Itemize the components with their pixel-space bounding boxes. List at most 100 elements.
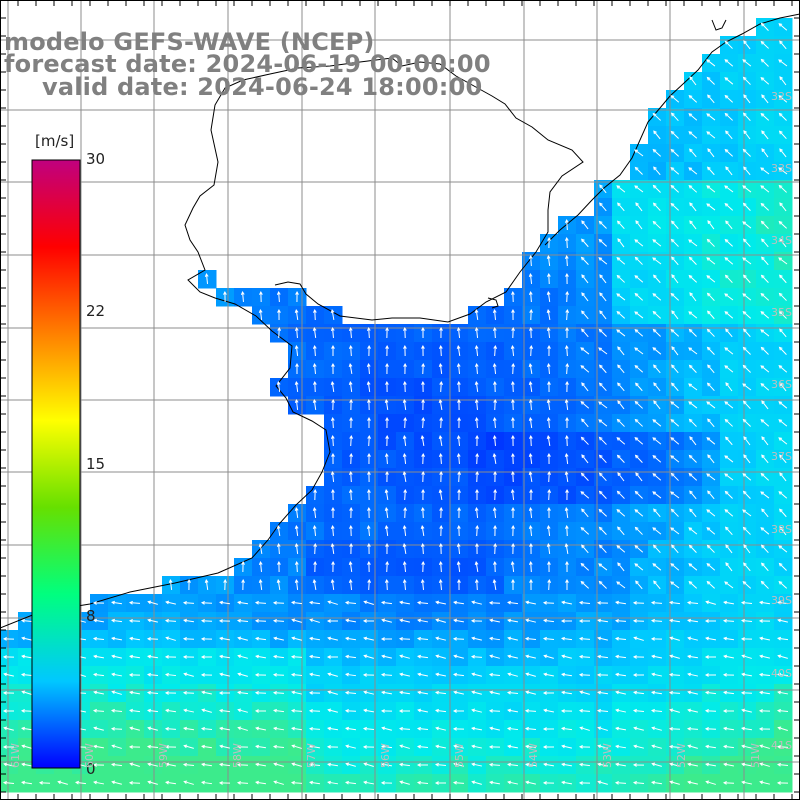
- wind-arrow: [761, 238, 769, 248]
- wind-arrow: [743, 203, 751, 211]
- wind-arrow-head: [456, 345, 461, 350]
- wind-arrow: [548, 489, 550, 501]
- wind-arrow: [724, 347, 734, 355]
- wind-arrow-head: [493, 488, 497, 493]
- wind-arrow: [760, 491, 770, 499]
- wind-arrow-head: [616, 274, 621, 279]
- wind-arrow: [652, 257, 662, 265]
- wind-arrow: [493, 507, 497, 519]
- wind-arrow-head: [724, 40, 729, 45]
- wind-arrow: [579, 656, 591, 658]
- wind-arrow-head: [617, 238, 621, 243]
- wind-arrow-head: [743, 544, 747, 549]
- wind-arrow-head: [565, 326, 569, 331]
- wind-arrow-head: [453, 618, 458, 623]
- wind-arrow-head: [652, 328, 657, 333]
- wind-arrow-head: [384, 489, 389, 494]
- lon-label: 51W: [749, 743, 762, 768]
- wind-arrow-head: [596, 601, 601, 605]
- wind-arrow: [422, 417, 424, 429]
- wind-arrow: [332, 327, 334, 339]
- wind-arrow-head: [111, 618, 116, 623]
- wind-arrow-head: [725, 166, 729, 171]
- wind-arrow: [364, 655, 374, 659]
- wind-arrow: [761, 41, 769, 49]
- wind-arrow: [760, 329, 770, 337]
- wind-arrow-head: [510, 561, 515, 566]
- wind-arrow: [779, 347, 787, 355]
- wind-arrow: [689, 436, 697, 446]
- wind-arrow: [277, 579, 281, 591]
- wind-arrow-head: [689, 202, 693, 207]
- wind-arrow-head: [778, 437, 783, 441]
- wind-arrow-head: [385, 416, 389, 421]
- wind-arrow: [581, 473, 589, 481]
- wind-arrow: [530, 399, 532, 411]
- wind-arrow-head: [398, 636, 403, 641]
- wind-arrow: [670, 401, 680, 409]
- wind-arrow: [183, 619, 195, 623]
- wind-arrow: [599, 472, 607, 482]
- wind-arrow: [547, 525, 551, 537]
- lon-label: 60W: [83, 743, 96, 768]
- wind-arrow-head: [2, 655, 7, 659]
- wind-arrow: [458, 453, 460, 465]
- wind-arrow: [670, 527, 680, 535]
- wind-arrow-head: [707, 148, 711, 153]
- wind-arrow-head: [312, 362, 317, 367]
- wind-arrow-head: [384, 525, 389, 530]
- wind-arrow-head: [367, 542, 371, 547]
- wind-arrow: [562, 655, 572, 659]
- wind-arrow: [598, 637, 608, 641]
- wind-arrow-head: [384, 399, 389, 404]
- wind-arrow-head: [529, 542, 533, 547]
- wind-arrow: [617, 202, 625, 212]
- wind-arrow: [599, 364, 607, 374]
- colorbar-tick-30: 30: [86, 150, 106, 168]
- wind-arrow-head: [634, 347, 639, 351]
- wind-arrow: [707, 239, 715, 247]
- wind-arrow-head: [706, 328, 711, 333]
- wind-arrow-head: [363, 600, 368, 605]
- wind-arrow: [566, 291, 568, 303]
- wind-arrow: [635, 455, 643, 463]
- wind-arrow: [652, 455, 662, 463]
- wind-arrow-head: [511, 416, 515, 421]
- wind-arrow: [598, 239, 608, 247]
- wind-arrow: [743, 94, 751, 104]
- wind-arrow: [687, 602, 699, 604]
- wind-arrow: [598, 401, 608, 409]
- wind-arrow-head: [367, 560, 371, 565]
- wind-arrow: [687, 619, 699, 623]
- wind-arrow-head: [742, 526, 747, 531]
- wind-arrow-head: [543, 654, 548, 659]
- wind-arrow: [296, 327, 298, 339]
- wind-arrow: [295, 399, 299, 411]
- wind-arrow-head: [363, 654, 368, 659]
- wind-arrow-head: [724, 185, 729, 189]
- wind-arrow: [296, 561, 298, 573]
- wind-arrow: [547, 291, 551, 303]
- wind-arrow-head: [511, 452, 515, 457]
- wind-arrow: [741, 619, 753, 623]
- wind-arrow-head: [420, 525, 425, 530]
- wind-arrow: [689, 508, 697, 518]
- wind-arrow-head: [779, 76, 783, 81]
- wind-arrow-head: [652, 347, 657, 351]
- wind-arrow-head: [200, 600, 205, 605]
- wind-arrow-head: [349, 524, 353, 529]
- wind-arrow-head: [529, 344, 534, 349]
- wind-arrow: [779, 148, 787, 158]
- wind-arrow-head: [617, 382, 621, 387]
- wind-arrow: [529, 525, 533, 537]
- wind-arrow-head: [670, 508, 675, 513]
- wind-arrow-head: [309, 618, 314, 623]
- wind-arrow: [457, 345, 461, 357]
- wind-arrow-head: [778, 130, 783, 135]
- wind-arrow: [779, 238, 787, 248]
- wind-arrow: [670, 203, 680, 211]
- wind-arrow: [617, 275, 625, 283]
- wind-arrow: [761, 454, 769, 464]
- wind-arrow-head: [510, 380, 515, 385]
- wind-arrow-head: [760, 77, 765, 81]
